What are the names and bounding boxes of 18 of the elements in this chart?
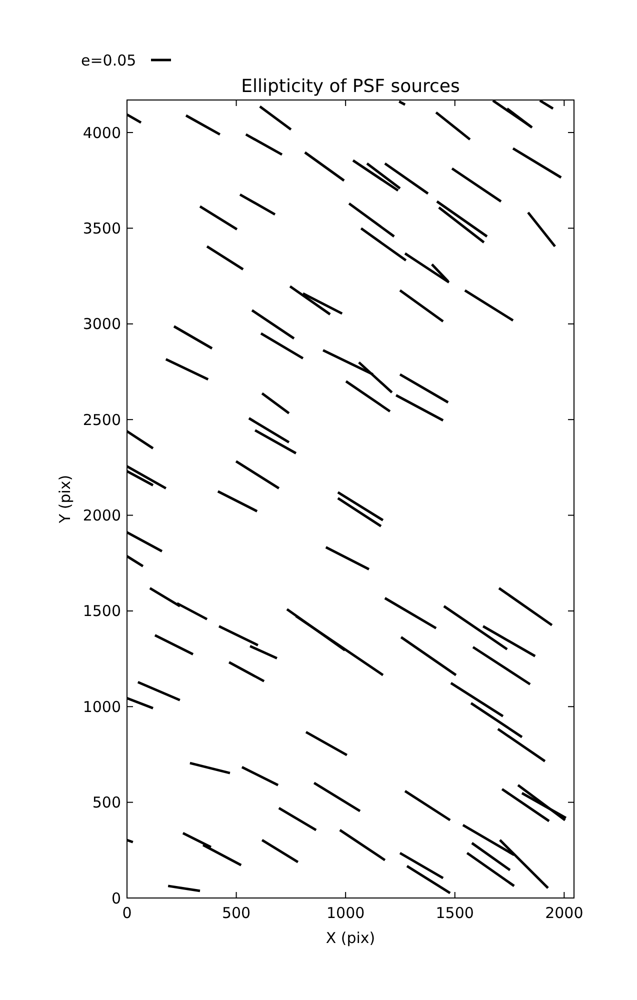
y-tick-label: 0: [111, 889, 121, 908]
y-tick-label: 1000: [82, 698, 121, 716]
x-tick-label: 2000: [545, 904, 584, 922]
y-tick-label: 1500: [82, 602, 121, 620]
chart-title: Ellipticity of PSF sources: [241, 76, 460, 97]
y-tick-label: 500: [92, 794, 121, 812]
x-tick-label: 500: [222, 904, 251, 922]
y-tick-label: 4000: [82, 124, 121, 142]
y-tick-label: 2000: [82, 506, 121, 525]
y-tick-label: 3500: [82, 219, 121, 238]
x-tick-label: 1500: [436, 904, 474, 922]
x-tick-label: 0: [122, 904, 132, 922]
y-axis-title: Y (pix): [56, 474, 74, 524]
y-tick-label: 2500: [82, 410, 121, 429]
y-tick-label: 3000: [82, 315, 121, 334]
text: e=0.05: [81, 51, 136, 70]
x-axis-title: X (pix): [326, 929, 376, 947]
x-tick-label: 1000: [326, 904, 365, 922]
